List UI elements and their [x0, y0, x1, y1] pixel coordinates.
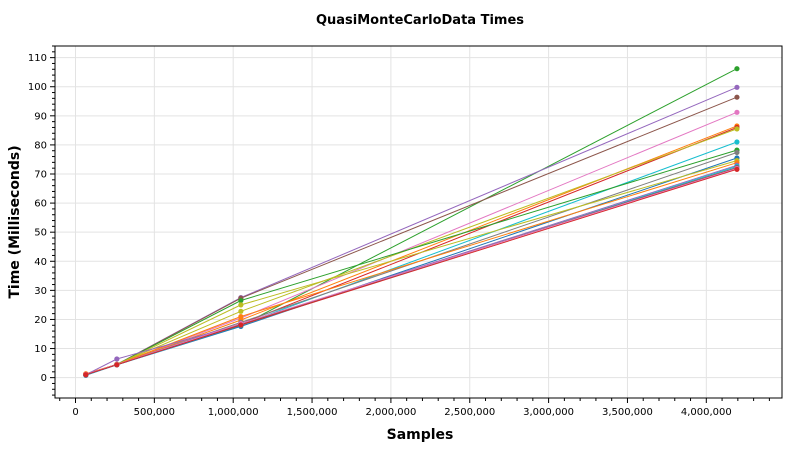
- y-tick-label: 20: [34, 315, 47, 326]
- data-point: [114, 362, 120, 368]
- y-tick-label: 10: [34, 344, 47, 355]
- data-point: [83, 372, 89, 378]
- data-point: [734, 109, 740, 115]
- series-line-14: [85, 164, 738, 376]
- x-tick-label: 3,000,000: [523, 407, 574, 418]
- data-point: [734, 139, 740, 145]
- y-tick-label: 60: [34, 199, 47, 210]
- y-tick-label: 30: [34, 286, 47, 297]
- x-tick-label: 2,000,000: [365, 407, 416, 418]
- y-tick-label: 80: [34, 140, 47, 151]
- x-tick-label: 3,500,000: [602, 407, 653, 418]
- data-point: [238, 322, 244, 328]
- data-point: [238, 313, 244, 320]
- data-point: [238, 308, 244, 314]
- data-points: [83, 66, 740, 378]
- x-tick-label: 2,500,000: [444, 407, 495, 418]
- data-point: [734, 94, 740, 100]
- minor-ticks: [52, 45, 770, 401]
- series-line-18: [85, 168, 738, 376]
- x-tick-label: 0: [72, 407, 78, 418]
- y-tick-label: 0: [41, 373, 47, 384]
- data-point: [734, 149, 740, 156]
- y-axis-label: Time (Milliseconds): [7, 145, 23, 298]
- series-line-2: [85, 86, 738, 375]
- y-tick-label: 70: [34, 170, 47, 181]
- x-axis: 0 500,000 1,000,000 1,500,000 2,000,000 2,500…: [72, 398, 732, 418]
- data-point: [238, 302, 244, 308]
- x-tick-label: 4,000,000: [681, 407, 732, 418]
- data-point: [734, 66, 740, 72]
- series-lines: [85, 68, 738, 376]
- y-tick-label: 90: [34, 111, 47, 122]
- y-tick-label: 40: [34, 257, 47, 268]
- data-point: [114, 356, 120, 362]
- data-point: [734, 166, 740, 172]
- chart-title: QuasiMonteCarloData Times: [316, 13, 524, 28]
- data-point: [734, 126, 740, 132]
- series-line-3: [85, 96, 738, 376]
- x-tick-label: 1,500,000: [287, 407, 338, 418]
- y-tick-label: 100: [28, 82, 47, 93]
- x-tick-label: 1,000,000: [208, 407, 259, 418]
- data-point: [238, 297, 244, 304]
- x-tick-label: 500,000: [134, 407, 175, 418]
- data-point: [734, 84, 740, 90]
- plot-area: [54, 45, 783, 399]
- series-line-4: [85, 111, 738, 375]
- y-axis: 0 10 20 30 40 50 60 70 80 90 100 110: [28, 53, 55, 384]
- y-tick-label: 50: [34, 228, 47, 239]
- series-line-5: [85, 125, 738, 375]
- x-axis-label: Samples: [387, 427, 454, 443]
- y-tick-label: 110: [28, 53, 47, 64]
